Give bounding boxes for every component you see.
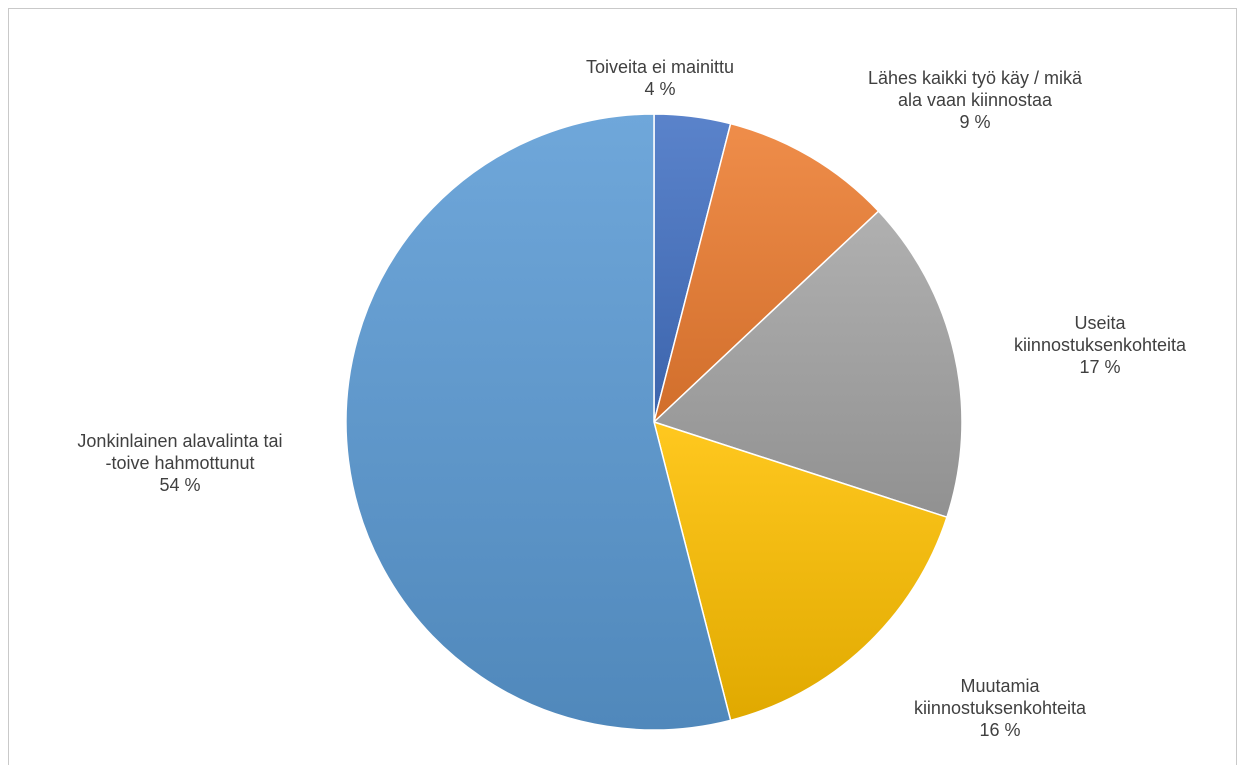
slice-percent: 9 % [959,112,991,132]
slice-label-text: Jonkinlainen alavalinta tai [77,431,283,451]
slice-percent: 17 % [1079,357,1121,377]
pie-slices [345,113,963,731]
slice-label-text: Toiveita ei mainittu [585,57,735,77]
slice-percent: 16 % [979,720,1021,740]
slice-percent: 54 % [159,475,201,495]
slice-label-toiveita-ei-mainittu: Toiveita ei mainittu 4 % [560,56,760,100]
pie-slice-4 [345,113,732,731]
slice-label-text: kiinnostuksenkohteita [913,698,1087,718]
pie-slice-1 [652,122,880,425]
slice-label-text: Muutamia [960,676,1040,696]
slice-percent: 4 % [644,79,676,99]
slice-label-text: Useita [1074,313,1126,333]
slice-label-jonkinlainen: Jonkinlainen alavalinta tai -toive hahmo… [40,430,320,496]
slice-label-text: kiinnostuksenkohteita [1013,335,1187,355]
slice-label-lahes-kaikki: Lähes kaikki työ käy / mikä ala vaan kii… [825,67,1125,133]
slice-label-text: Lähes kaikki työ käy / mikä [867,68,1083,88]
slice-label-useita: Useita kiinnostuksenkohteita 17 % [980,312,1220,378]
pie-slice-3 [652,420,948,722]
slice-label-text: ala vaan kiinnostaa [897,90,1053,110]
pie-slice-2 [652,210,963,519]
slice-label-text: -toive hahmottunut [105,453,255,473]
slice-label-muutamia: Muutamia kiinnostuksenkohteita 16 % [880,675,1120,741]
